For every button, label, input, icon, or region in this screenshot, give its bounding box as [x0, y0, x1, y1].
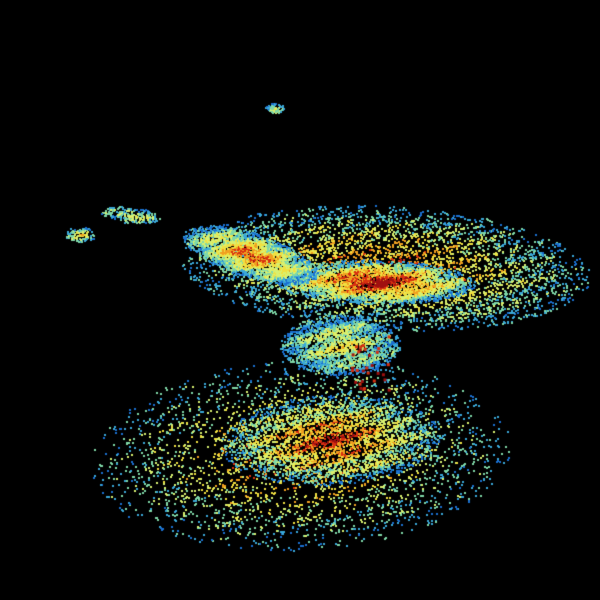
radar-reflectivity-image: [0, 0, 600, 600]
